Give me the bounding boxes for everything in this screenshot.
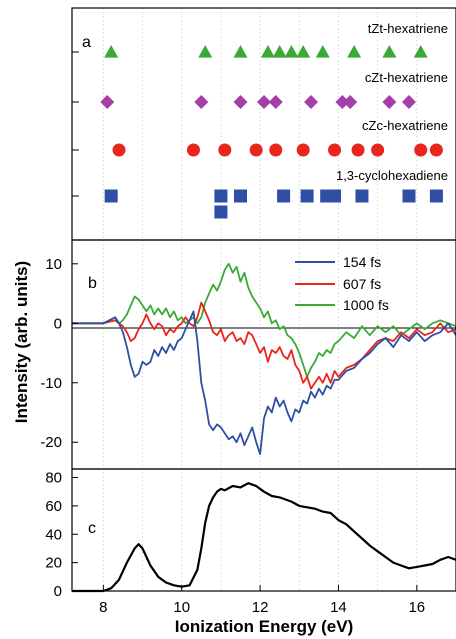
y-tick-label: 0 (54, 583, 62, 600)
panel-a-markers (72, 45, 443, 219)
marker-triangle (233, 45, 248, 58)
panel-a: a tZt-hexatriene cZt-hexatriene cZc-hexa… (72, 21, 448, 219)
panel-b-y-ticks: 10 0 -10 -20 (40, 256, 78, 451)
marker-circle (414, 143, 428, 157)
marker-diamond (382, 95, 397, 109)
y-tick-label: 40 (45, 526, 62, 543)
marker-diamond (401, 95, 416, 109)
marker-square (233, 189, 247, 203)
panel-c-series (72, 482, 456, 593)
panel-c-letter: c (88, 520, 96, 537)
gridlines (102, 8, 418, 591)
marker-circle (112, 143, 126, 157)
marker-diamond (304, 95, 319, 109)
series-line-1000fs (72, 262, 456, 378)
y-tick-label: 0 (54, 315, 62, 332)
legend: 154 fs 607 fs 1000 fs (295, 254, 389, 313)
panel-c: c 0 20 40 60 80 8 10 12 14 16 (45, 470, 456, 616)
x-tick-label: 8 (99, 599, 107, 616)
marker-square (328, 189, 342, 203)
marker-circle (351, 143, 365, 157)
marker-square (402, 189, 416, 203)
x-axis-label: Ionization Energy (eV) (175, 617, 354, 636)
marker-circle (269, 143, 283, 157)
panel-a-letter: a (82, 34, 91, 51)
series-label-chd: 1,3-cyclohexadiene (336, 168, 448, 183)
panel-b-letter: b (88, 275, 97, 292)
panel-c-y-ticks: 0 20 40 60 80 (45, 470, 78, 600)
panel-c-frame (71, 468, 456, 592)
marker-triangle (104, 45, 119, 58)
marker-triangle (198, 45, 213, 58)
y-tick-label: 20 (45, 555, 62, 572)
marker-triangle (315, 45, 330, 58)
x-tick-label: 10 (173, 599, 190, 616)
marker-circle (296, 143, 310, 157)
panel-c-x-ticks: 8 10 12 14 16 (99, 585, 425, 616)
marker-diamond (257, 95, 271, 109)
x-tick-label: 16 (408, 599, 425, 616)
marker-square (355, 189, 369, 203)
marker-circle (328, 143, 342, 157)
marker-circle (429, 143, 443, 157)
marker-square (104, 189, 118, 203)
y-tick-label: -20 (40, 434, 62, 451)
panel-b-series (72, 262, 456, 455)
marker-square (214, 189, 228, 203)
marker-square (429, 189, 443, 203)
marker-triangle (272, 45, 287, 58)
y-axis-label: Intensity (arb. units) (12, 261, 31, 423)
marker-diamond (268, 95, 283, 109)
legend-label-154: 154 fs (343, 254, 381, 270)
y-tick-label: 60 (45, 498, 62, 515)
series-label-tzt: tZt-hexatriene (368, 21, 448, 36)
marker-triangle (413, 45, 428, 58)
marker-diamond (233, 95, 248, 109)
marker-triangle (260, 45, 275, 58)
marker-diamond (194, 95, 209, 109)
series-line-154fs (72, 310, 456, 455)
series-label-czc: cZc-hexatriene (362, 118, 448, 133)
marker-triangle (347, 45, 362, 58)
x-tick-label: 14 (330, 599, 347, 616)
marker-triangle (296, 45, 311, 58)
x-tick-label: 12 (252, 599, 269, 616)
panel-b-frame (71, 239, 456, 470)
y-tick-label: -10 (40, 375, 62, 392)
marker-diamond (335, 95, 350, 109)
marker-triangle (382, 45, 397, 58)
marker-circle (186, 143, 200, 157)
marker-square (277, 189, 291, 203)
legend-label-607: 607 fs (343, 276, 381, 292)
marker-square (214, 205, 228, 219)
legend-label-1000: 1000 fs (343, 297, 389, 313)
y-tick-label: 80 (45, 470, 62, 487)
marker-diamond (343, 95, 358, 109)
panel-b: b 154 fs 607 fs 1000 fs 10 0 -10 -20 (40, 254, 456, 455)
marker-diamond (100, 95, 115, 109)
marker-circle (218, 143, 232, 157)
series-label-czt: cZt-hexatriene (365, 70, 448, 85)
series-line-total (72, 482, 456, 593)
marker-circle (371, 143, 385, 157)
y-tick-label: 10 (45, 256, 62, 273)
marker-square (300, 189, 314, 203)
marker-circle (249, 143, 263, 157)
marker-triangle (284, 45, 299, 58)
